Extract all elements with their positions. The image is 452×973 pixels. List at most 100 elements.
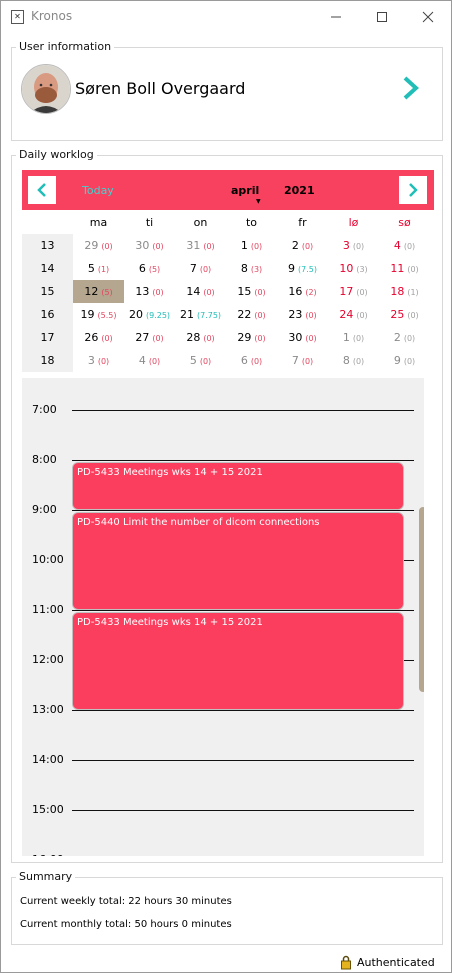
weekday-header: fr <box>298 216 307 229</box>
day-number: 28 <box>186 331 201 344</box>
calendar-day[interactable]: 16 (2) <box>277 280 328 303</box>
calendar-day[interactable]: 9 (0) <box>379 349 430 372</box>
worklog-entry[interactable]: PD-5440 Limit the number of dicom connec… <box>72 512 404 610</box>
hour-gridline <box>72 710 414 711</box>
calendar-day[interactable]: 10 (3) <box>328 257 379 280</box>
day-number: 12 <box>84 285 99 298</box>
day-number: 3 <box>87 354 95 367</box>
calendar-day[interactable]: 31 (0) <box>175 234 226 257</box>
calendar-day[interactable]: 3 (0) <box>73 349 124 372</box>
lock-icon <box>341 955 351 970</box>
calendar-day[interactable]: 12 (5) <box>73 280 124 303</box>
calendar-day[interactable]: 20 (9.25) <box>124 303 175 326</box>
calendar-day[interactable]: 6 (5) <box>124 257 175 280</box>
calendar-day[interactable]: 1 (0) <box>226 234 277 257</box>
calendar-day[interactable]: 1 (0) <box>328 326 379 349</box>
maximize-button[interactable] <box>359 1 405 32</box>
monthly-total: Current monthly total: 50 hours 0 minute… <box>20 919 232 930</box>
weekday-header: sø <box>398 216 411 229</box>
day-hours: (5.5) <box>97 311 117 320</box>
day-number: 22 <box>237 308 252 321</box>
calendar-day[interactable]: 7 (0) <box>277 349 328 372</box>
calendar-day[interactable]: 25 (0) <box>379 303 430 326</box>
day-hours: (3) <box>250 265 263 274</box>
year-label[interactable]: 2021 <box>284 184 315 197</box>
hour-label: 16:00 <box>32 853 64 856</box>
calendar-day[interactable]: 29 (0) <box>226 326 277 349</box>
day-number: 9 <box>393 354 401 367</box>
calendar-day[interactable]: 14 (0) <box>175 280 226 303</box>
calendar-day[interactable]: 21 (7.75) <box>175 303 226 326</box>
day-number: 30 <box>288 331 303 344</box>
calendar-day[interactable]: 29 (0) <box>73 234 124 257</box>
calendar-day[interactable]: 22 (0) <box>226 303 277 326</box>
day-hours: (0) <box>152 334 164 343</box>
day-hours: (0) <box>254 288 266 297</box>
day-number: 1 <box>240 239 248 252</box>
day-hours: (0) <box>152 288 164 297</box>
minimize-button[interactable] <box>313 1 359 32</box>
calendar-day[interactable]: 3 (0) <box>328 234 379 257</box>
hour-label: 12:00 <box>32 653 64 666</box>
hour-gridline <box>72 810 414 811</box>
day-hours: (0) <box>305 311 317 320</box>
minimize-icon <box>331 16 341 18</box>
today-button[interactable]: Today <box>82 184 114 197</box>
month-select[interactable]: april <box>231 184 260 197</box>
calendar-day[interactable]: 5 (1) <box>73 257 124 280</box>
day-number: 2 <box>393 331 401 344</box>
day-timeline[interactable]: 7:00 8:00 9:00 10:00 11:00 12:00 13:00 14:00 15:… <box>22 378 424 856</box>
calendar-day[interactable]: 18 (1) <box>379 280 430 303</box>
day-number: 4 <box>393 239 401 252</box>
day-hours: (0) <box>97 357 110 366</box>
day-number: 27 <box>135 331 150 344</box>
calendar-day[interactable]: 19 (5.5) <box>73 303 124 326</box>
day-number: 19 <box>80 308 95 321</box>
caret-down-icon[interactable]: ▼ <box>256 198 261 205</box>
next-month-button[interactable] <box>399 176 427 204</box>
calendar-day[interactable]: 28 (0) <box>175 326 226 349</box>
calendar-day[interactable]: 26 (0) <box>73 326 124 349</box>
calendar-day[interactable]: 24 (0) <box>328 303 379 326</box>
user-details-button[interactable] <box>400 75 422 101</box>
calendar-day[interactable]: 5 (0) <box>175 349 226 372</box>
previous-month-button[interactable] <box>28 176 56 204</box>
calendar-day[interactable]: 13 (0) <box>124 280 175 303</box>
day-number: 6 <box>138 262 146 275</box>
calendar-day[interactable]: 8 (3) <box>226 257 277 280</box>
worklog-entry[interactable]: PD-5433 Meetings wks 14 + 15 2021 <box>72 612 404 710</box>
calendar-day[interactable]: 2 (0) <box>277 234 328 257</box>
calendar-day[interactable]: 27 (0) <box>124 326 175 349</box>
calendar-header: Today april ▼ 2021 <box>22 170 434 210</box>
auth-status: Authenticated <box>357 956 435 969</box>
calendar-day[interactable]: 23 (0) <box>277 303 328 326</box>
title-bar[interactable]: ✕ Kronos <box>1 1 451 32</box>
day-hours: (0) <box>352 334 365 343</box>
weekday-header: on <box>193 216 208 229</box>
hour-label: 13:00 <box>32 703 64 716</box>
calendar-day[interactable]: 15 (0) <box>226 280 277 303</box>
day-hours: (0) <box>203 288 215 297</box>
calendar-day[interactable]: 2 (0) <box>379 326 430 349</box>
close-button[interactable] <box>405 1 451 32</box>
day-number: 25 <box>390 308 405 321</box>
day-number: 5 <box>189 354 197 367</box>
calendar-day[interactable]: 4 (0) <box>124 349 175 372</box>
calendar-day[interactable]: 7 (0) <box>175 257 226 280</box>
calendar-day[interactable]: 30 (0) <box>124 234 175 257</box>
day-number: 4 <box>138 354 146 367</box>
timeline-scrollbar[interactable] <box>419 507 424 692</box>
calendar-day[interactable]: 30 (0) <box>277 326 328 349</box>
calendar-day[interactable]: 17 (0) <box>328 280 379 303</box>
hour-label: 9:00 <box>32 503 57 516</box>
calendar-day[interactable]: 11 (0) <box>379 257 430 280</box>
calendar-day[interactable]: 8 (0) <box>328 349 379 372</box>
calendar-day[interactable]: 4 (0) <box>379 234 430 257</box>
day-hours: (0) <box>403 357 416 366</box>
calendar-day[interactable]: 9 (7.5) <box>277 257 328 280</box>
calendar-day[interactable]: 6 (0) <box>226 349 277 372</box>
day-number: 5 <box>87 262 95 275</box>
day-hours: (0) <box>101 242 113 251</box>
worklog-entry[interactable]: PD-5433 Meetings wks 14 + 15 2021 <box>72 462 404 510</box>
day-number: 30 <box>135 239 150 252</box>
